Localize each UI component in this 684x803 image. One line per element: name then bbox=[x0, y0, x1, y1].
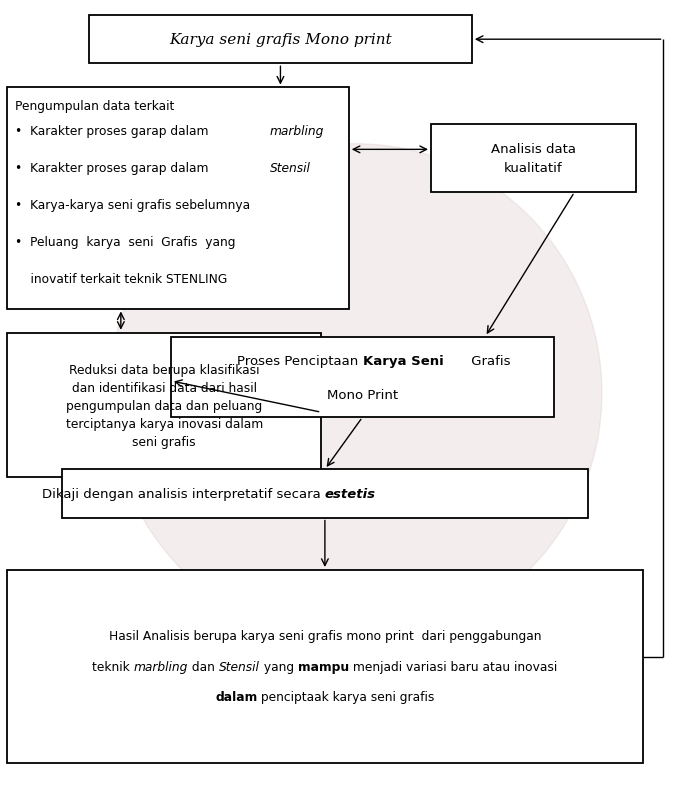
Text: Proses Penciptaan: Proses Penciptaan bbox=[237, 355, 363, 368]
Text: Pengumpulan data terkait: Pengumpulan data terkait bbox=[15, 100, 174, 112]
Text: menjadi variasi baru atau inovasi: menjadi variasi baru atau inovasi bbox=[349, 660, 557, 673]
Text: yang: yang bbox=[260, 660, 298, 673]
Text: Stensil: Stensil bbox=[219, 660, 260, 673]
Text: Karya seni grafis Mono print: Karya seni grafis Mono print bbox=[169, 33, 392, 47]
Text: •  Karakter proses garap dalam: • Karakter proses garap dalam bbox=[15, 162, 213, 175]
Text: teknik: teknik bbox=[92, 660, 134, 673]
Ellipse shape bbox=[109, 145, 602, 642]
Text: dalam: dalam bbox=[215, 691, 257, 703]
Text: •  Peluang  karya  seni  Grafis  yang: • Peluang karya seni Grafis yang bbox=[15, 236, 235, 249]
Text: Mono Print: Mono Print bbox=[327, 389, 398, 402]
Text: mampu: mampu bbox=[298, 660, 349, 673]
FancyBboxPatch shape bbox=[431, 124, 636, 193]
Text: Hasil Analisis berupa karya seni grafis mono print  dari penggabungan: Hasil Analisis berupa karya seni grafis … bbox=[109, 630, 541, 642]
Text: Karya Seni: Karya Seni bbox=[363, 355, 443, 368]
Text: Dikaji dengan analisis interpretatif secara: Dikaji dengan analisis interpretatif sec… bbox=[42, 487, 325, 500]
FancyBboxPatch shape bbox=[7, 333, 321, 478]
Text: inovatif terkait teknik STENLING: inovatif terkait teknik STENLING bbox=[15, 273, 227, 286]
Text: marbling: marbling bbox=[134, 660, 188, 673]
FancyBboxPatch shape bbox=[62, 470, 588, 518]
Text: penciptaak karya seni grafis: penciptaak karya seni grafis bbox=[257, 691, 435, 703]
Text: Analisis data
kualitatif: Analisis data kualitatif bbox=[491, 143, 576, 174]
Text: dan: dan bbox=[188, 660, 219, 673]
Text: Stensil: Stensil bbox=[269, 162, 311, 175]
Text: •  Karya-karya seni grafis sebelumnya: • Karya-karya seni grafis sebelumnya bbox=[15, 199, 250, 212]
Text: Grafis: Grafis bbox=[466, 355, 510, 368]
FancyBboxPatch shape bbox=[171, 337, 554, 418]
FancyBboxPatch shape bbox=[7, 570, 643, 763]
Text: estetis: estetis bbox=[325, 487, 376, 500]
Text: marbling: marbling bbox=[269, 125, 324, 138]
Text: Reduksi data berupa klasifikasi
dan identifikasi data dari hasil
pengumpulan dat: Reduksi data berupa klasifikasi dan iden… bbox=[66, 363, 263, 448]
FancyBboxPatch shape bbox=[7, 88, 349, 309]
Text: •  Karakter proses garap dalam: • Karakter proses garap dalam bbox=[15, 125, 213, 138]
FancyBboxPatch shape bbox=[89, 16, 472, 64]
